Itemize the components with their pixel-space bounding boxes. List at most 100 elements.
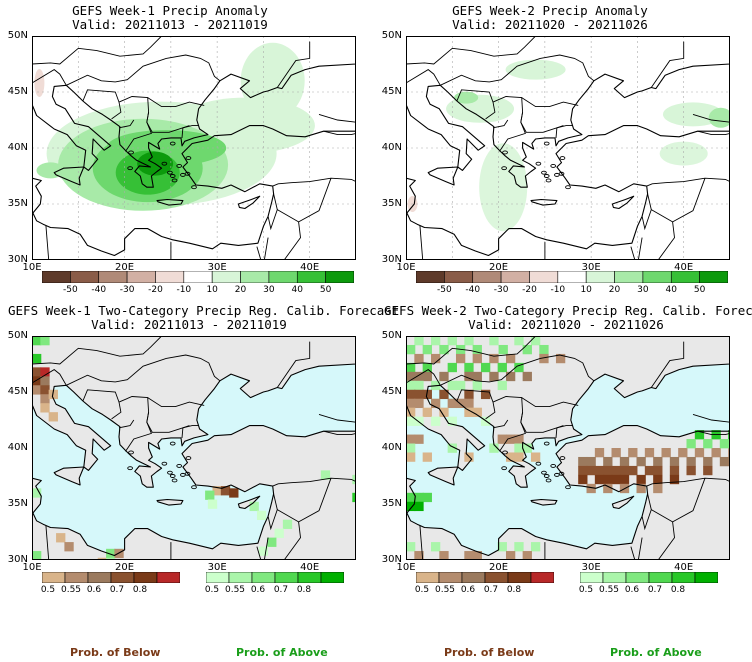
colorbar-cell bbox=[87, 572, 112, 583]
map-panel-week1-anomaly bbox=[32, 36, 356, 260]
map-panel-week2-prob bbox=[406, 336, 730, 560]
colorbar-cell bbox=[472, 271, 502, 283]
colorbar-tick-label: -40 bbox=[465, 285, 481, 295]
panel2-title-text: GEFS Week-2 Precip Anomaly bbox=[452, 3, 648, 18]
anomaly-colorbar-week1 bbox=[42, 271, 354, 283]
colorbar-cell bbox=[416, 572, 440, 583]
colorbar-cell bbox=[625, 572, 650, 583]
colorbar-cell bbox=[155, 271, 185, 283]
prob-colorbar-tick-label: 0.8 bbox=[670, 585, 686, 595]
colorbar-cell bbox=[297, 572, 322, 583]
lat-label: 30N bbox=[381, 254, 402, 265]
map-panel-week1-prob bbox=[32, 336, 356, 560]
colorbar-cell bbox=[240, 271, 270, 283]
prob-colorbar-tick-label: 0.5 bbox=[40, 585, 56, 595]
lat-label: 50N bbox=[7, 330, 28, 341]
colorbar-cell bbox=[699, 271, 728, 283]
prob-colorbar-tick-label: 0.5 bbox=[414, 585, 430, 595]
panel1-title: GEFS Week-1 Precip Anomaly Valid: 202110… bbox=[50, 4, 290, 32]
colorbar-tick-label: 50 bbox=[319, 285, 332, 295]
colorbar-tick-label: -10 bbox=[550, 285, 566, 295]
colorbar-cell bbox=[296, 271, 326, 283]
lon-label: 20E bbox=[115, 262, 135, 273]
colorbar-cell bbox=[530, 572, 554, 583]
colorbar-tick-label: -40 bbox=[91, 285, 107, 295]
colorbar-cell bbox=[211, 271, 241, 283]
lat-label: 30N bbox=[381, 554, 402, 565]
colorbar-tick-label: 10 bbox=[580, 285, 592, 295]
prob-colorbar-tick-label: 0.6 bbox=[460, 585, 476, 595]
lon-label: 20E bbox=[115, 562, 135, 573]
lon-label: 30E bbox=[581, 562, 601, 573]
colorbar-cell bbox=[251, 572, 276, 583]
lat-label: 45N bbox=[7, 86, 28, 97]
anomaly-colorbar-week1-bar bbox=[42, 271, 354, 283]
prob-below-label-week2: Prob. of Below bbox=[444, 646, 535, 659]
colorbar-tick-label: 30 bbox=[263, 285, 275, 295]
lat-label: 40N bbox=[7, 142, 28, 153]
colorbar-tick-label: 10 bbox=[206, 285, 218, 295]
prob-colorbar-tick-label: 0.8 bbox=[506, 585, 522, 595]
prob-colorbar-tick-label: 0.55 bbox=[60, 585, 82, 595]
prob-colorbar-tick-label: 0.7 bbox=[273, 585, 289, 595]
panel2-valid-text: Valid: 20211020 - 20211026 bbox=[452, 17, 648, 32]
lon-label: 40E bbox=[674, 562, 694, 573]
prob-below-colorbar-week1-bar bbox=[42, 572, 180, 583]
colorbar-cell bbox=[648, 572, 673, 583]
colorbar-cell bbox=[64, 572, 89, 583]
panel3-title: GEFS Week-1 Two-Category Precip Reg. Cal… bbox=[8, 304, 399, 332]
anomaly-colorbar-week2-bar bbox=[416, 271, 728, 283]
colorbar-cell bbox=[484, 572, 509, 583]
colorbar-cell bbox=[642, 271, 672, 283]
prob-above-label-week2: Prob. of Above bbox=[610, 646, 702, 659]
prob-colorbar-tick-label: 0.7 bbox=[483, 585, 499, 595]
lon-label: 10E bbox=[22, 562, 42, 573]
colorbar-cell bbox=[156, 572, 180, 583]
prob-colorbar-tick-label: 0.55 bbox=[224, 585, 246, 595]
colorbar-cell bbox=[206, 572, 230, 583]
colorbar-tick-label: 30 bbox=[637, 285, 649, 295]
lon-label: 30E bbox=[207, 562, 227, 573]
prob-above-colorbar-week1 bbox=[206, 572, 344, 583]
colorbar-tick-label: 40 bbox=[291, 285, 303, 295]
colorbar-cell bbox=[126, 271, 156, 283]
prob-below-label-week1: Prob. of Below bbox=[70, 646, 161, 659]
prob-colorbar-tick-label: 0.5 bbox=[204, 585, 220, 595]
colorbar-tick-label: 50 bbox=[693, 285, 706, 295]
lat-label: 35N bbox=[381, 498, 402, 509]
colorbar-cell bbox=[557, 271, 587, 283]
lat-label: 45N bbox=[381, 86, 402, 97]
prob-above-colorbar-week1-bar bbox=[206, 572, 344, 583]
colorbar-cell bbox=[529, 271, 559, 283]
colorbar-tick-label: -10 bbox=[176, 285, 192, 295]
colorbar-cell bbox=[444, 271, 474, 283]
colorbar-cell bbox=[507, 572, 532, 583]
colorbar-cell bbox=[500, 271, 530, 283]
colorbar-tick-label: 20 bbox=[234, 285, 247, 295]
lat-label: 35N bbox=[7, 198, 28, 209]
anomaly-colorbar-week2 bbox=[416, 271, 728, 283]
colorbar-cell bbox=[671, 572, 696, 583]
prob-colorbar-tick-label: 0.7 bbox=[109, 585, 125, 595]
colorbar-cell bbox=[416, 271, 445, 283]
lat-label: 40N bbox=[7, 442, 28, 453]
map-week2-prob bbox=[406, 336, 730, 560]
colorbar-cell bbox=[183, 271, 213, 283]
colorbar-cell bbox=[274, 572, 299, 583]
lon-label: 20E bbox=[489, 262, 509, 273]
panel3-valid-text: Valid: 20211013 - 20211019 bbox=[91, 317, 287, 332]
map-panel-week2-anomaly bbox=[406, 36, 730, 260]
prob-below-colorbar-week1 bbox=[42, 572, 180, 583]
colorbar-cell bbox=[325, 271, 354, 283]
colorbar-tick-label: -50 bbox=[63, 285, 78, 295]
prob-colorbar-tick-label: 0.5 bbox=[578, 585, 594, 595]
colorbar-cell bbox=[602, 572, 627, 583]
colorbar-cell bbox=[133, 572, 158, 583]
lat-label: 35N bbox=[7, 498, 28, 509]
lon-label: 10E bbox=[396, 262, 416, 273]
colorbar-cell bbox=[580, 572, 604, 583]
colorbar-cell bbox=[70, 271, 100, 283]
lon-label: 10E bbox=[22, 262, 42, 273]
lon-label: 40E bbox=[300, 262, 320, 273]
colorbar-tick-label: 20 bbox=[608, 285, 621, 295]
